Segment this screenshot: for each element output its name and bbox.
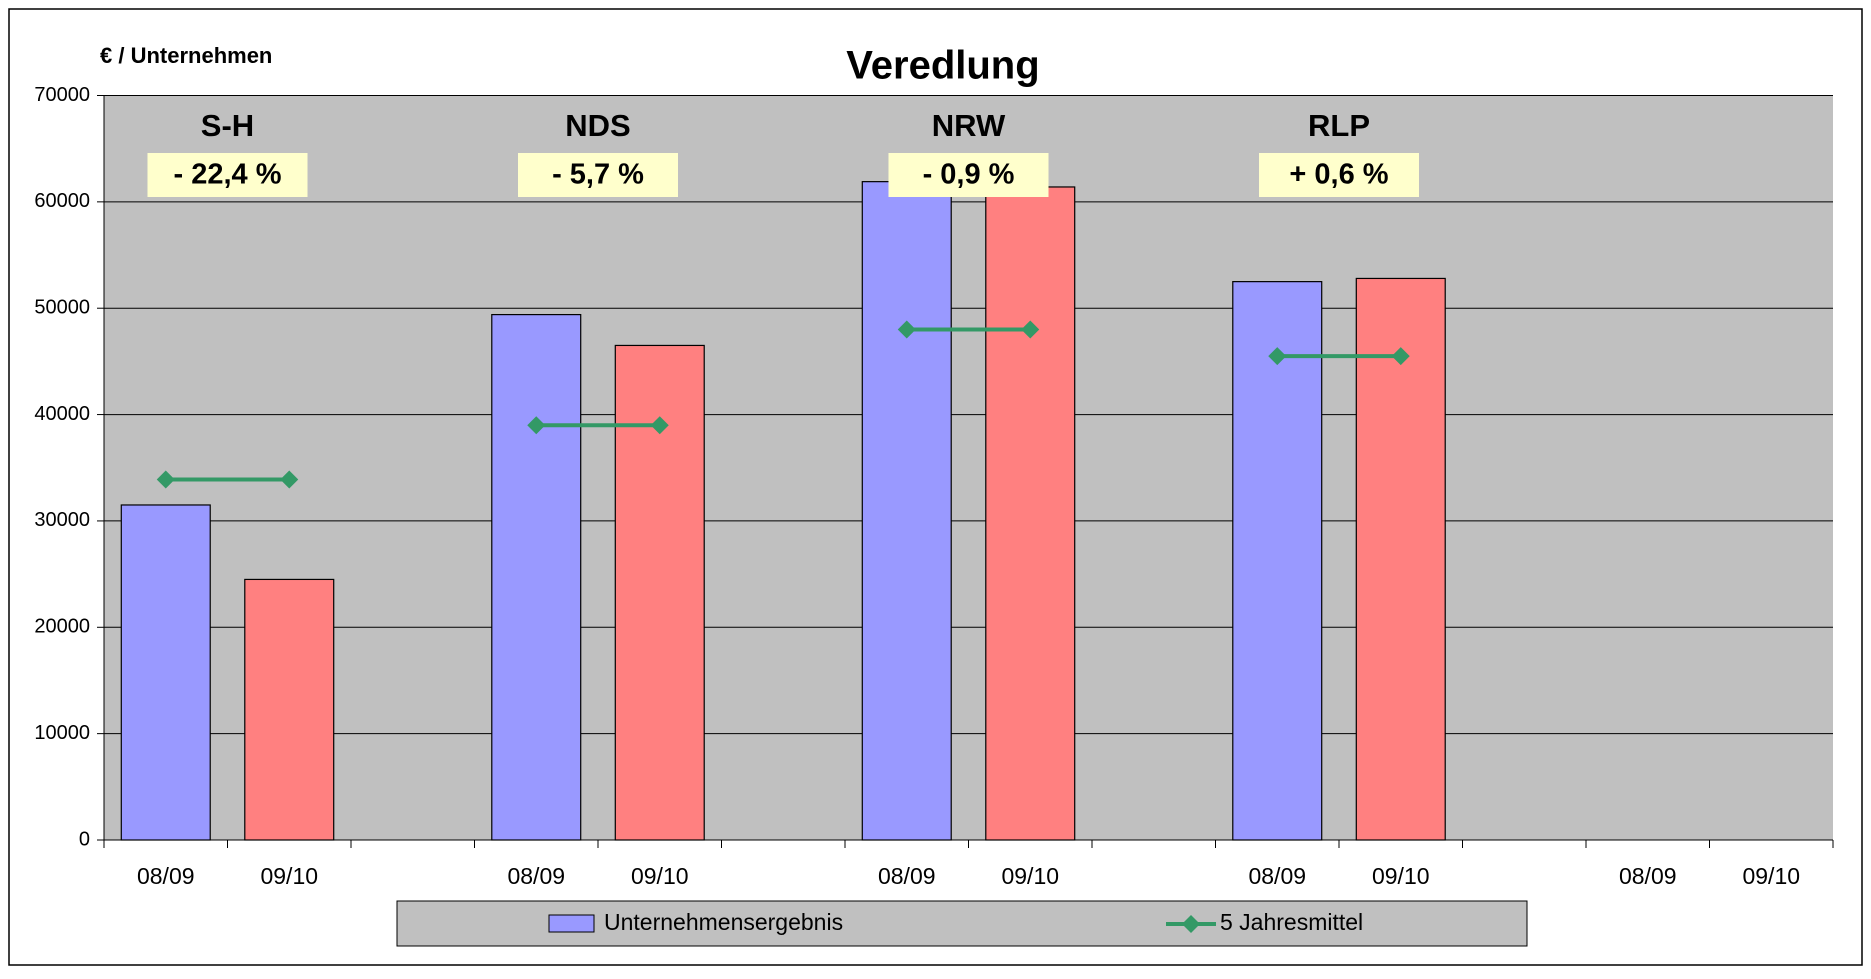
y-tick-label: 0 — [79, 828, 90, 850]
change-box — [147, 153, 308, 197]
line-marker — [156, 470, 175, 489]
plot-area — [104, 95, 1833, 840]
line-marker — [897, 320, 916, 339]
x-tick-label: 08/09 — [878, 863, 936, 889]
change-label: - 0,9 % — [923, 159, 1015, 191]
y-tick-label: 70000 — [34, 84, 90, 106]
change-box — [888, 153, 1049, 197]
line-marker — [527, 416, 546, 435]
line-marker — [650, 416, 669, 435]
change-box — [518, 153, 678, 197]
bar — [1232, 281, 1323, 841]
y-tick-label: 40000 — [34, 403, 90, 425]
legend-swatch — [548, 914, 595, 933]
bar — [985, 186, 1076, 841]
line-marker — [280, 470, 299, 489]
x-tick-label: 09/10 — [1742, 863, 1800, 889]
legend-marker — [1182, 915, 1200, 933]
change-label: + 0,6 % — [1289, 159, 1388, 191]
x-tick-label: 08/09 — [507, 863, 565, 889]
y-tick-label: 50000 — [34, 296, 90, 318]
y-tick-label: 20000 — [34, 616, 90, 638]
legend-label: 5 Jahresmittel — [1220, 909, 1363, 935]
x-tick-label: 08/09 — [1619, 863, 1677, 889]
change-label: - 5,7 % — [552, 159, 644, 191]
x-tick-label: 08/09 — [137, 863, 195, 889]
y-tick-label: 60000 — [34, 190, 90, 212]
change-label: - 22,4 % — [174, 159, 282, 191]
line-marker — [1391, 347, 1410, 366]
y-tick-label: 30000 — [34, 509, 90, 531]
x-tick-label: 09/10 — [260, 863, 318, 889]
change-box — [1259, 153, 1419, 197]
bar — [491, 313, 582, 841]
group-label: S-H — [201, 108, 254, 143]
bar — [1355, 277, 1446, 841]
bar — [244, 578, 335, 841]
x-tick-label: 09/10 — [631, 863, 689, 889]
x-tick-label: 09/10 — [1372, 863, 1430, 889]
legend-label: Unternehmensergebnis — [604, 909, 843, 935]
bar — [120, 504, 211, 841]
line-marker — [1021, 320, 1040, 339]
y-tick-label: 10000 — [34, 722, 90, 744]
x-tick-label: 09/10 — [1001, 863, 1059, 889]
x-tick-label: 08/09 — [1248, 863, 1306, 889]
group-label: RLP — [1308, 108, 1370, 143]
group-label: NRW — [932, 108, 1006, 143]
line-marker — [1268, 347, 1287, 366]
bar — [861, 181, 952, 841]
y-axis-label: € / Unternehmen — [100, 43, 272, 68]
chart-title: Veredlung — [846, 44, 1039, 88]
group-label: NDS — [565, 108, 630, 143]
